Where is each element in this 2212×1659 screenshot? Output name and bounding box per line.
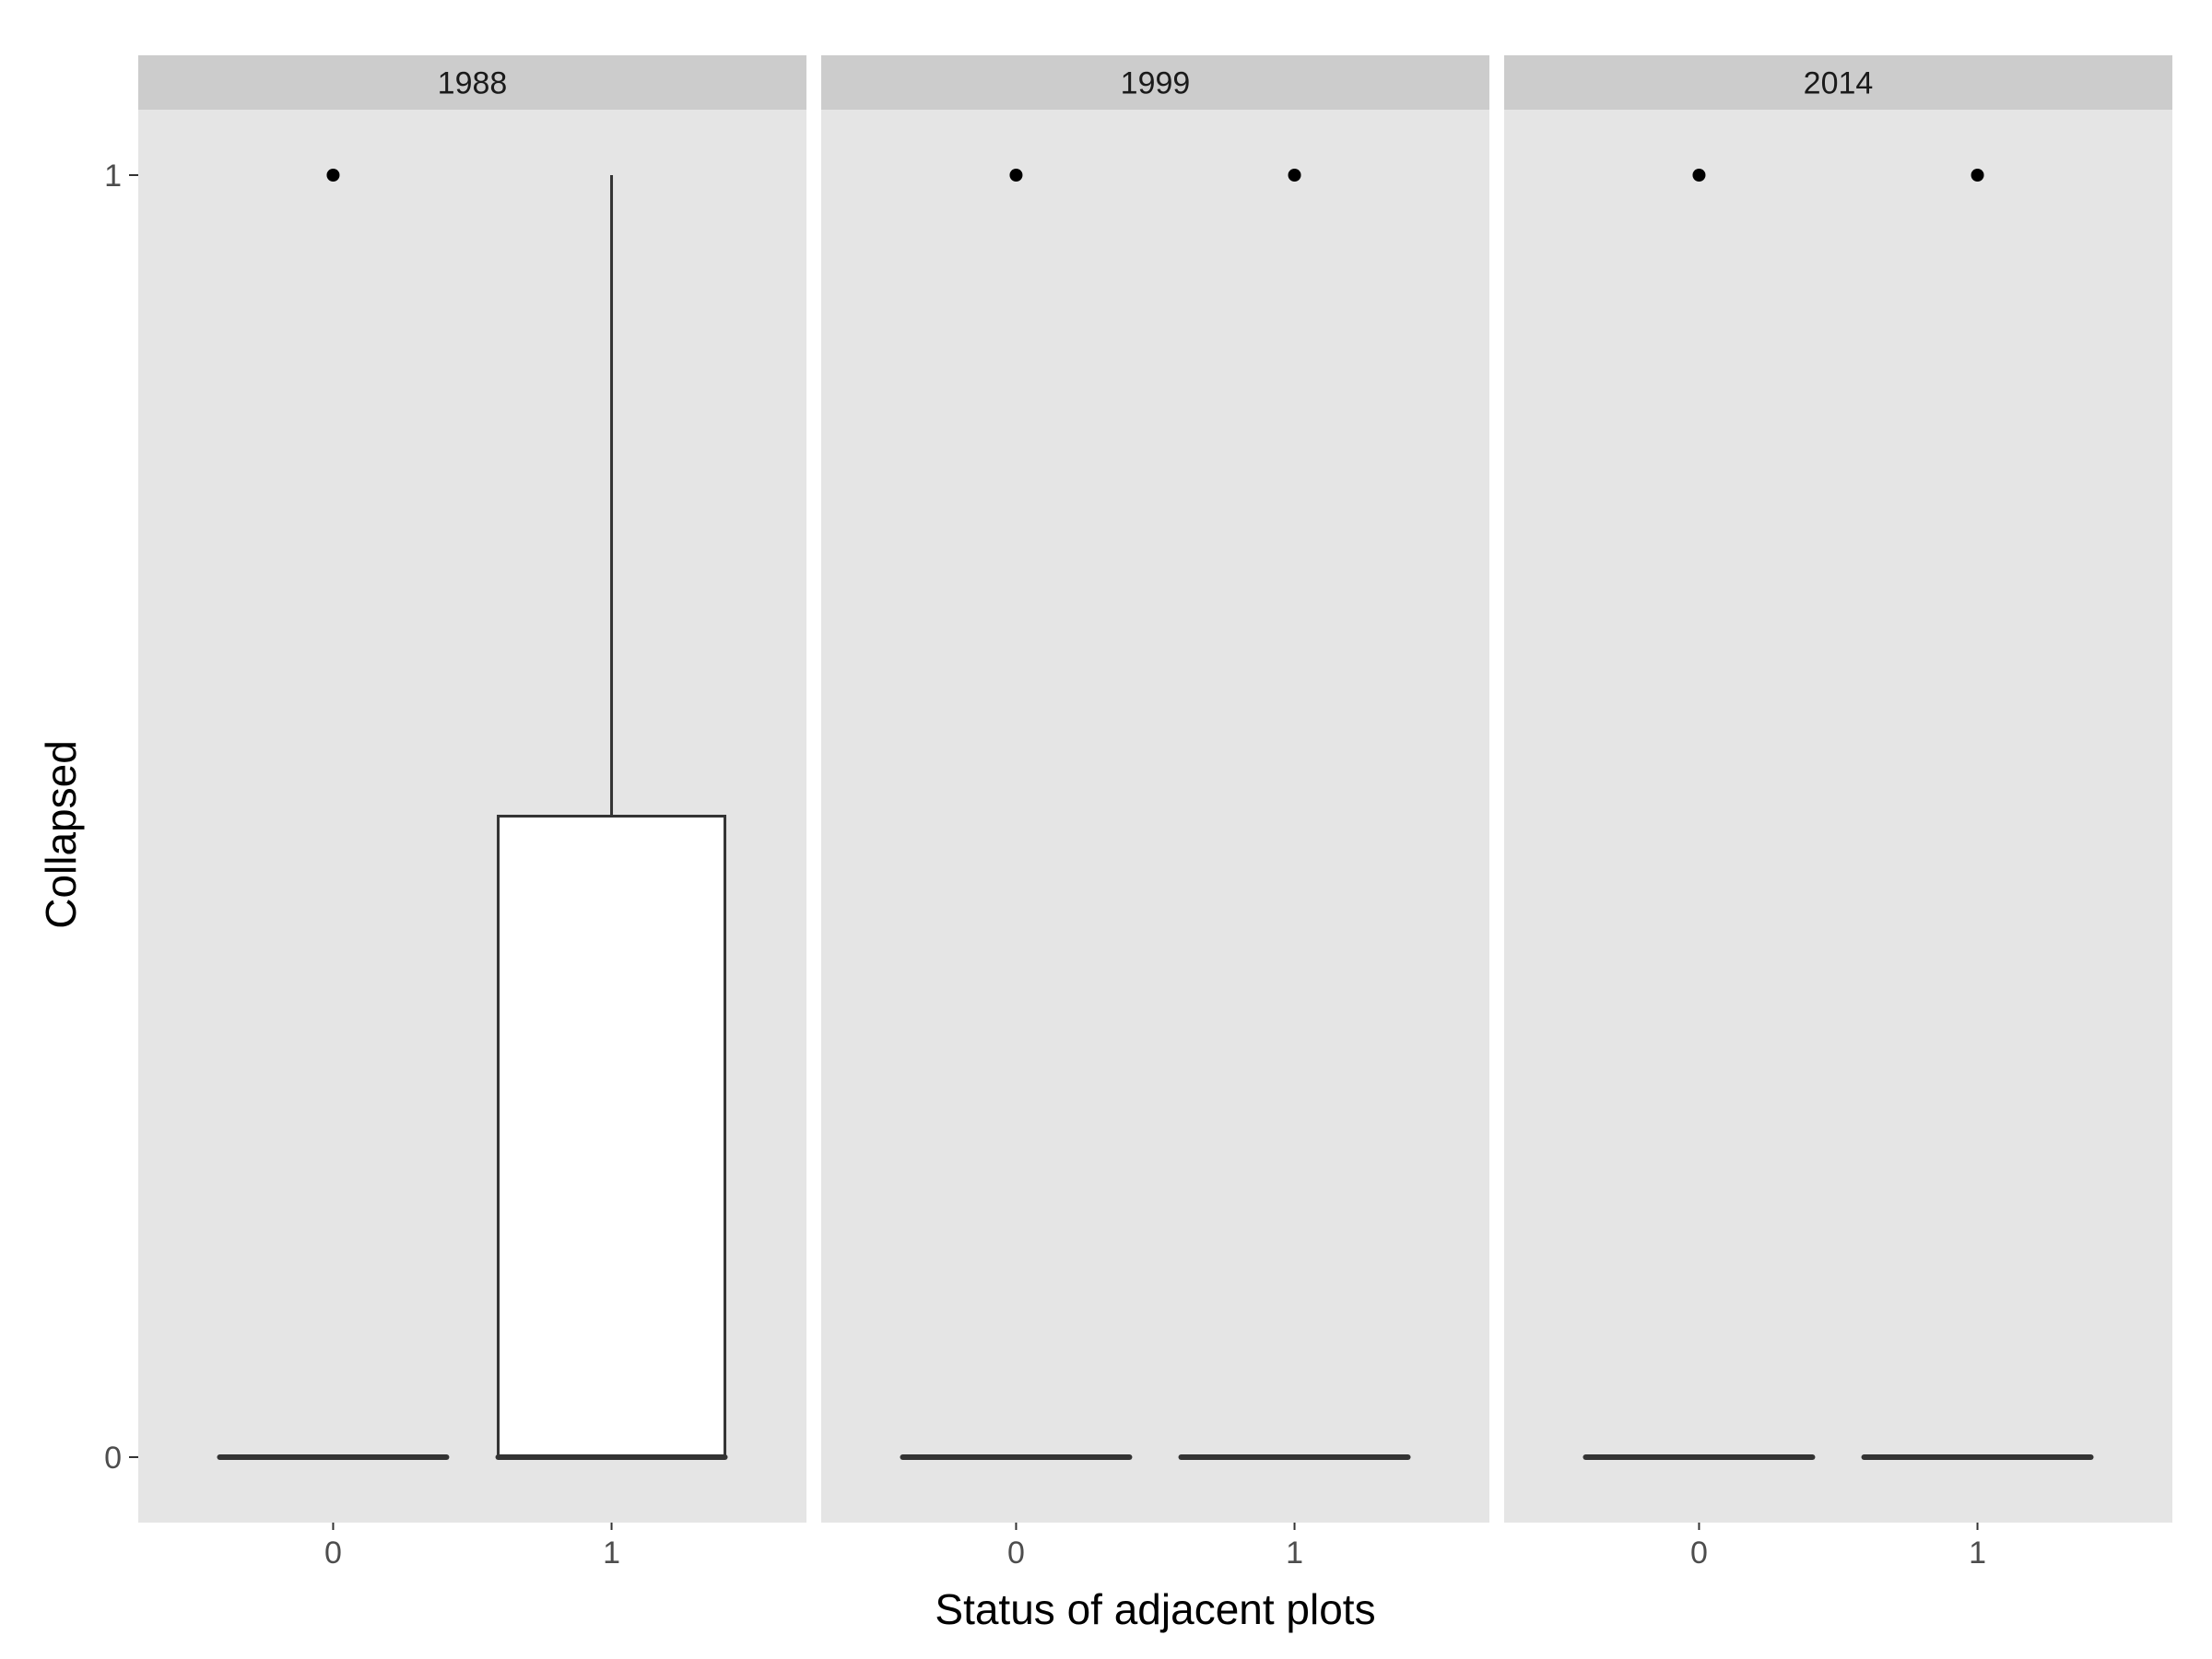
y-axis: 01 xyxy=(104,159,138,1476)
box-1988-cat-0 xyxy=(217,169,450,1460)
box-2014-cat-1 xyxy=(1861,169,2094,1460)
outlier-point xyxy=(1971,169,1984,182)
facet-panel-1988: 1988 0 1 xyxy=(138,55,806,1571)
box-2014-cat-0 xyxy=(1583,169,1816,1460)
facet-panel-1999: 1999 0 1 xyxy=(821,55,1489,1571)
y-tick-label: 1 xyxy=(104,159,122,194)
facet-strip xyxy=(821,55,1489,110)
box-1999-cat-0 xyxy=(900,169,1133,1460)
outlier-point xyxy=(326,169,340,182)
facet-strip xyxy=(138,55,806,110)
x-tick-label: 1 xyxy=(1969,1535,1986,1571)
x-tick-label: 0 xyxy=(324,1535,342,1571)
box-1999-cat-1 xyxy=(1178,169,1411,1460)
x-tick-label: 1 xyxy=(603,1535,620,1571)
facet-panel-2014: 2014 0 1 xyxy=(1504,55,2172,1571)
box-1988-cat-1 xyxy=(495,175,728,1460)
facet-strip-label: 1988 xyxy=(438,66,508,101)
x-tick-label: 0 xyxy=(1007,1535,1025,1571)
panel-background xyxy=(821,110,1489,1523)
outlier-point xyxy=(1692,169,1706,182)
box-body xyxy=(497,815,727,1459)
y-axis-title: Collapsed xyxy=(37,740,85,929)
facet-panels: 1988 0 1 1999 0 1 2014 0 1 xyxy=(138,55,2172,1571)
x-axis-title: Status of adjacent plots xyxy=(935,1585,1375,1633)
x-tick-label: 1 xyxy=(1286,1535,1303,1571)
panel-background xyxy=(1504,110,2172,1523)
x-tick-label: 0 xyxy=(1690,1535,1708,1571)
facet-strip-label: 2014 xyxy=(1804,66,1874,101)
facet-strip xyxy=(1504,55,2172,110)
facet-strip-label: 1999 xyxy=(1121,66,1191,101)
outlier-point xyxy=(1288,169,1301,182)
y-tick-label: 0 xyxy=(104,1441,122,1476)
outlier-point xyxy=(1009,169,1023,182)
